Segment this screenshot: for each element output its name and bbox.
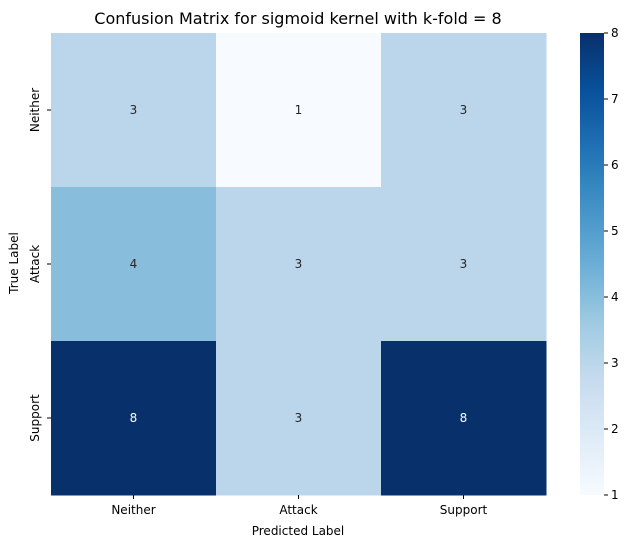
cell-value-label: 8 <box>130 411 138 425</box>
y-tick-label: Support <box>28 394 42 442</box>
colorbar-tick-label: 1 <box>611 488 619 502</box>
y-tick-label: Attack <box>28 245 42 283</box>
heatmap-cell <box>381 33 547 188</box>
heatmap-cell <box>381 187 547 342</box>
colorbar-tick-label: 5 <box>611 224 619 238</box>
cell-value-label: 3 <box>460 103 468 117</box>
heatmap-cells <box>51 33 547 496</box>
y-tick-label: Neither <box>28 88 42 132</box>
cell-value-label: 3 <box>460 257 468 271</box>
heatmap-cell-labels: 3 1 3 4 3 3 8 3 8 <box>130 103 468 425</box>
y-axis-ticks: Neither Attack Support <box>28 88 51 442</box>
colorbar-tick-label: 2 <box>611 422 619 436</box>
cell-value-label: 8 <box>460 411 468 425</box>
x-axis-ticks: Neither Attack Support <box>111 495 488 517</box>
colorbar <box>580 33 604 495</box>
cell-value-label: 1 <box>295 103 303 117</box>
heatmap-cell <box>51 187 217 342</box>
cell-value-label: 3 <box>130 103 138 117</box>
heatmap-cell <box>216 33 382 188</box>
heatmap-cell <box>216 341 382 496</box>
heatmap-cell <box>381 341 547 496</box>
colorbar-tick-label: 8 <box>611 26 619 40</box>
colorbar-tick-label: 7 <box>611 92 619 106</box>
x-tick-label: Attack <box>279 503 317 517</box>
x-axis-label: Predicted Label <box>252 524 345 538</box>
colorbar-ticks: 1 2 3 4 5 6 7 8 <box>604 26 619 502</box>
heatmap-cell <box>51 33 217 188</box>
y-axis-label: True Label <box>7 232 21 295</box>
cell-value-label: 3 <box>295 257 303 271</box>
x-tick-label: Support <box>440 503 488 517</box>
colorbar-tick-label: 6 <box>611 158 619 172</box>
cell-value-label: 3 <box>295 411 303 425</box>
x-tick-label: Neither <box>111 503 155 517</box>
chart-title: Confusion Matrix for sigmoid kernel with… <box>94 9 501 28</box>
heatmap-cell <box>216 187 382 342</box>
colorbar-tick-label: 4 <box>611 290 619 304</box>
heatmap-cell <box>51 341 217 496</box>
cell-value-label: 4 <box>130 257 138 271</box>
colorbar-tick-label: 3 <box>611 356 619 370</box>
